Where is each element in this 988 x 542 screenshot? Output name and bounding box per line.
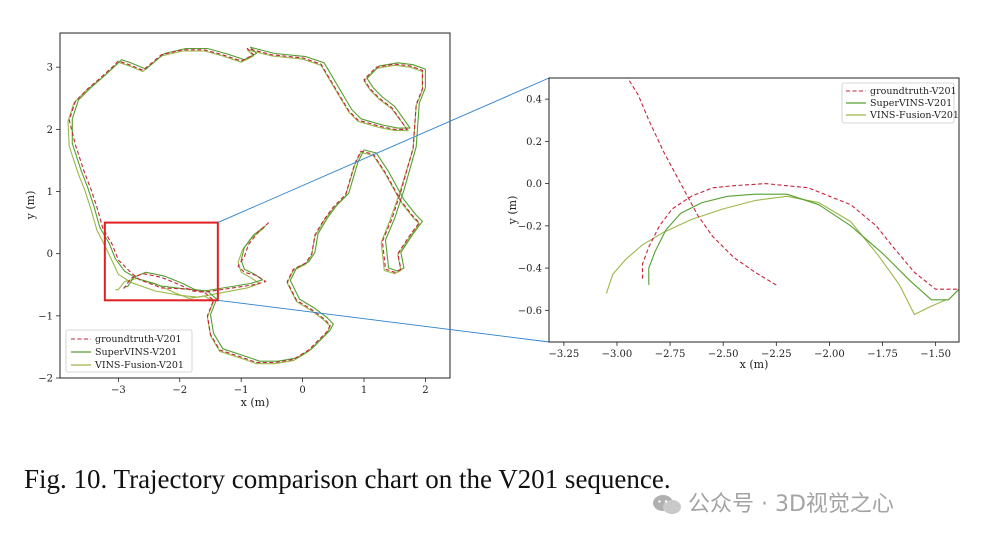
zoom-xtick-label: −1.75: [867, 349, 898, 360]
full-legend: groundtruth-V201 SuperVINS-V201 VINS-Fus…: [65, 329, 193, 373]
watermark-text: 公众号 · 3D视觉之心: [688, 492, 894, 517]
full-xlabel: x (m): [241, 396, 270, 409]
full-ylabel: y (m): [24, 191, 37, 221]
zoom-ytick-label: −0.6: [518, 306, 542, 317]
zoom-series-groundtruth-v201: [641, 183, 957, 290]
full-ytick-label: 2: [47, 125, 53, 136]
full-xtick-label: −1: [234, 385, 249, 396]
zoom-region-box: [103, 221, 219, 302]
zoom-axes: [548, 77, 960, 343]
full-series-vins-fusion-v201: [67, 49, 423, 365]
watermark: 公众号 · 3D视觉之心: [652, 486, 894, 518]
zoom-ytick-label: −0.4: [518, 264, 542, 275]
legend-label-vinsfusion: VINS-Fusion-V201: [94, 360, 184, 371]
full-xtick-label: −3: [111, 385, 126, 396]
full-xtick-label: 0: [299, 385, 305, 396]
full-series-supervins-v201: [71, 46, 426, 362]
zoom-ytick-label: 0.4: [526, 95, 542, 106]
zoom-ticks: −3.25 −3.00 −2.75 −2.50 −2.25 −2.00 −1.75 −1.50…: [518, 95, 951, 360]
zoom-xtick-label: −3.00: [602, 349, 633, 360]
full-xtick-label: −2: [172, 385, 187, 396]
zoom-ytick-label: 0.0: [526, 179, 542, 190]
zoom-legend-label-vinsfusion: VINS-Fusion-V201: [869, 110, 959, 121]
legend-label-supervins: SuperVINS-V201: [95, 347, 177, 358]
zoom-legend-label-supervins: SuperVINS-V201: [870, 98, 952, 109]
zoom-xtick-label: −2.25: [761, 349, 792, 360]
zoom-ylabel: y (m): [506, 196, 519, 226]
zoom-ytick-label: −0.2: [518, 221, 542, 232]
figure: −3 −2 −1 0 1 2 −2 −1 0 1 2 3 −3.25 −3.00 −2.75 −2.50 −2…: [24, 32, 960, 409]
full-series-groundtruth-v201: [68, 47, 423, 364]
full-trajectory-ticks: −3 −2 −1 0 1 2 −2 −1 0 1 2 3: [38, 63, 428, 396]
full-xtick-label: 2: [422, 385, 428, 396]
zoom-xtick-label: −2.75: [655, 349, 686, 360]
full-ytick-label: −2: [38, 374, 53, 385]
legend-label-groundtruth: groundtruth-V201: [95, 334, 182, 345]
zoom-legend-label-groundtruth: groundtruth-V201: [870, 86, 957, 97]
full-trajectory-axes: [59, 32, 451, 379]
full-ytick-label: 1: [47, 187, 53, 198]
full-ytick-label: −1: [38, 311, 53, 322]
zoom-lines: [605, 78, 959, 316]
zoom-xlabel: x (m): [740, 358, 769, 371]
figure-caption: Fig. 10. Trajectory comparison chart on …: [24, 464, 671, 494]
zoom-series-supervins-v201: [648, 193, 959, 301]
zoom-series-vins-fusion-v201: [605, 195, 947, 316]
full-trajectory-lines: [67, 46, 426, 365]
zoom-series-groundtruth-v201-segment: [627, 78, 777, 286]
full-ytick-label: 0: [47, 249, 53, 260]
zoom-xtick-label: −1.50: [920, 349, 951, 360]
full-xtick-label: 1: [361, 385, 367, 396]
full-ytick-label: 3: [47, 63, 53, 74]
zoom-xtick-label: −2.50: [708, 349, 739, 360]
zoom-legend: groundtruth-V201 SuperVINS-V201 VINS-Fus…: [841, 82, 959, 124]
zoom-connector-top: [217, 77, 550, 224]
wechat-icon: [653, 495, 681, 514]
zoom-xtick-label: −3.25: [549, 349, 580, 360]
zoom-ytick-label: 0.2: [526, 137, 542, 148]
zoom-connector-bottom: [217, 299, 550, 343]
zoom-xtick-label: −2.00: [814, 349, 845, 360]
